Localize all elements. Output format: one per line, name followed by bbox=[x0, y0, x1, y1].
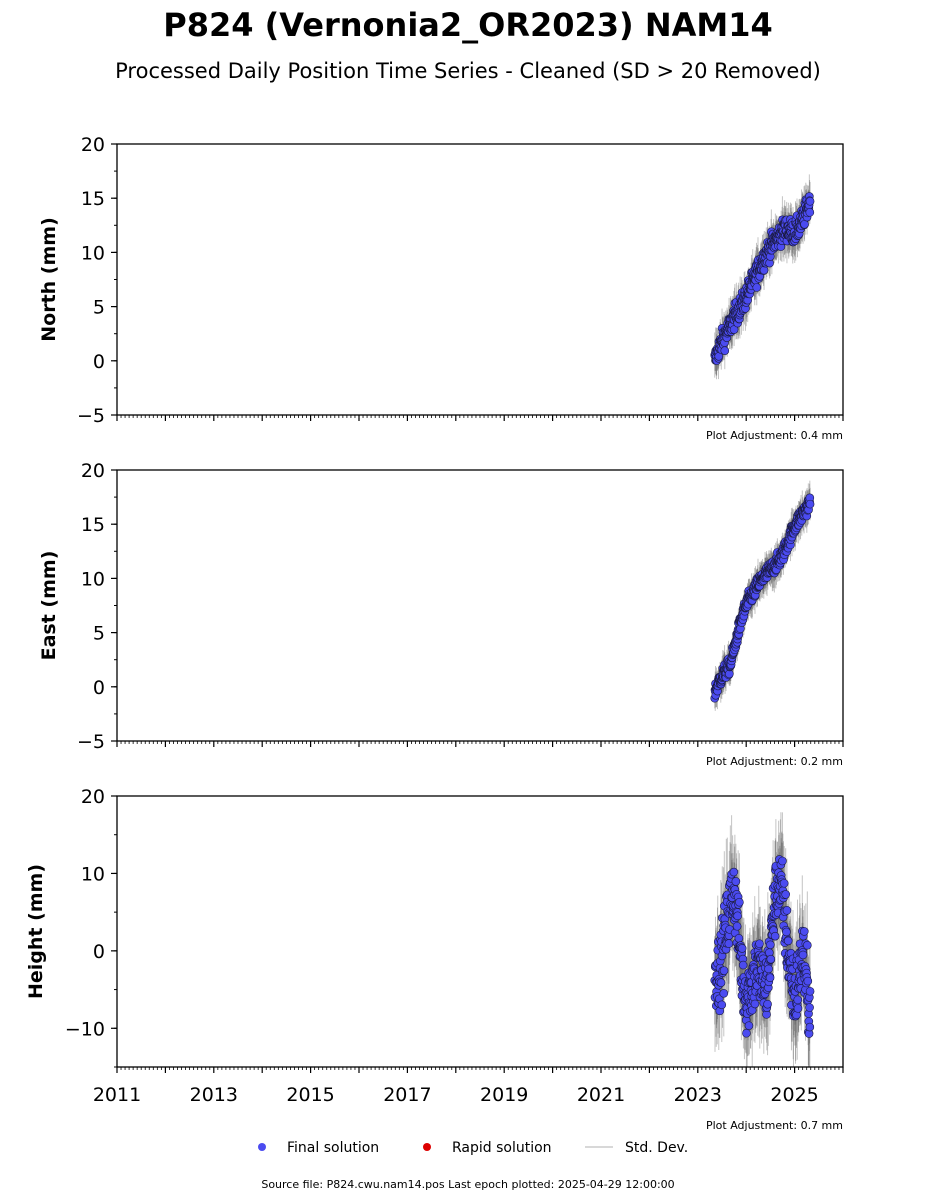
data-point bbox=[720, 346, 730, 355]
plot-adjustment-note: Plot Adjustment: 0.7 mm bbox=[706, 1119, 843, 1132]
x-tick-label: 2019 bbox=[480, 1084, 528, 1106]
plot-adjustment-note: Plot Adjustment: 0.2 mm bbox=[706, 755, 843, 768]
data-point bbox=[733, 911, 742, 921]
y-tick-label: 5 bbox=[93, 623, 105, 645]
data-point bbox=[766, 940, 775, 950]
data-layer bbox=[710, 174, 815, 380]
data-point bbox=[737, 944, 747, 953]
y-tick-label: 20 bbox=[81, 134, 105, 156]
y-tick-label: −10 bbox=[65, 1018, 105, 1040]
plot-adjustment-note: Plot Adjustment: 0.4 mm bbox=[706, 429, 843, 442]
legend-final-marker bbox=[258, 1143, 266, 1151]
data-point bbox=[732, 921, 742, 931]
data-point bbox=[738, 960, 748, 970]
y-tick-label: 20 bbox=[81, 460, 105, 482]
y-tick-label: 10 bbox=[81, 568, 105, 590]
y-tick-label: 0 bbox=[93, 351, 105, 373]
data-point bbox=[744, 1021, 754, 1030]
data-point bbox=[731, 877, 741, 886]
x-tick-label: 2013 bbox=[190, 1084, 238, 1106]
legend-final-label: Final solution bbox=[287, 1140, 379, 1156]
final-solution-points bbox=[710, 192, 815, 365]
x-tick-label: 2015 bbox=[286, 1084, 334, 1106]
x-tick-label: 2025 bbox=[770, 1084, 818, 1106]
data-point bbox=[752, 283, 762, 292]
y-tick-label: 10 bbox=[81, 863, 105, 885]
data-point bbox=[805, 1022, 815, 1032]
data-point bbox=[793, 1004, 803, 1013]
y-axis-label: North (mm) bbox=[38, 217, 60, 342]
data-point bbox=[783, 936, 793, 946]
data-point bbox=[805, 986, 815, 996]
data-point bbox=[724, 939, 734, 948]
data-point bbox=[803, 976, 813, 986]
data-point bbox=[764, 964, 773, 974]
figure-subtitle: Processed Daily Position Time Series - C… bbox=[115, 59, 821, 83]
final-solution-points bbox=[710, 855, 815, 1038]
data-point bbox=[778, 856, 787, 866]
data-point bbox=[755, 939, 764, 949]
data-point bbox=[716, 978, 726, 987]
data-point bbox=[765, 973, 775, 983]
y-tick-label: 0 bbox=[93, 941, 105, 963]
data-point bbox=[734, 933, 744, 943]
data-point bbox=[805, 196, 815, 206]
data-point bbox=[781, 890, 790, 899]
data-point bbox=[793, 995, 803, 1005]
y-tick-label: 15 bbox=[81, 514, 105, 536]
x-tick-label: 2021 bbox=[577, 1084, 625, 1106]
legend-rapid-marker bbox=[423, 1143, 431, 1151]
y-tick-label: −5 bbox=[77, 405, 105, 427]
x-tick-label: 2023 bbox=[674, 1084, 722, 1106]
data-point bbox=[729, 867, 739, 877]
data-point bbox=[782, 906, 792, 915]
data-point bbox=[782, 927, 791, 937]
data-point bbox=[766, 954, 776, 964]
data-point bbox=[750, 999, 760, 1009]
data-point bbox=[763, 999, 772, 1009]
data-point bbox=[800, 219, 809, 229]
data-point bbox=[805, 1003, 814, 1012]
data-point bbox=[717, 1000, 727, 1010]
data-point bbox=[735, 897, 744, 907]
data-point bbox=[779, 878, 789, 888]
data-layer bbox=[710, 812, 815, 1067]
y-tick-label: 0 bbox=[93, 677, 105, 699]
source-footer: Source file: P824.cwu.nam14.pos Last epo… bbox=[261, 1178, 674, 1191]
data-point bbox=[719, 966, 729, 975]
data-point bbox=[805, 499, 815, 509]
y-tick-label: −5 bbox=[77, 731, 105, 753]
data-point bbox=[798, 950, 808, 960]
data-point bbox=[719, 989, 729, 998]
final-solution-points bbox=[710, 493, 815, 703]
plot-panels: −5 0 5 10 15 20 North (mm) Plot Adjustment: 0.4… bbox=[25, 134, 844, 1132]
x-tick-label: 2011 bbox=[93, 1084, 141, 1106]
data-point bbox=[800, 927, 809, 936]
x-tick-label: 2017 bbox=[383, 1084, 431, 1106]
panel-1: −5 0 5 10 15 20 East (mm) Plot Adjustment: 0.2 … bbox=[38, 460, 844, 768]
y-tick-label: 5 bbox=[93, 297, 105, 319]
data-point bbox=[770, 931, 780, 941]
panel-0: −5 0 5 10 15 20 North (mm) Plot Adjustment: 0.4… bbox=[38, 134, 844, 442]
panel-2: −10 0 10 20 2011 2013 2015 2017 2019 2021 2023 2025… bbox=[25, 786, 844, 1132]
data-point bbox=[742, 1028, 751, 1038]
y-axis-label: Height (mm) bbox=[25, 864, 47, 999]
y-tick-label: 15 bbox=[81, 188, 105, 210]
data-point bbox=[803, 940, 812, 950]
data-layer bbox=[710, 480, 815, 711]
legend-std-label: Std. Dev. bbox=[625, 1140, 688, 1156]
y-tick-label: 10 bbox=[81, 242, 105, 264]
legend: Final solution Rapid solution Std. Dev. bbox=[258, 1140, 688, 1156]
legend-rapid-label: Rapid solution bbox=[452, 1140, 552, 1156]
figure-title: P824 (Vernonia2_OR2023) NAM14 bbox=[163, 6, 772, 44]
y-tick-label: 20 bbox=[81, 786, 105, 808]
data-point bbox=[805, 208, 815, 217]
y-axis-label: East (mm) bbox=[38, 551, 60, 661]
